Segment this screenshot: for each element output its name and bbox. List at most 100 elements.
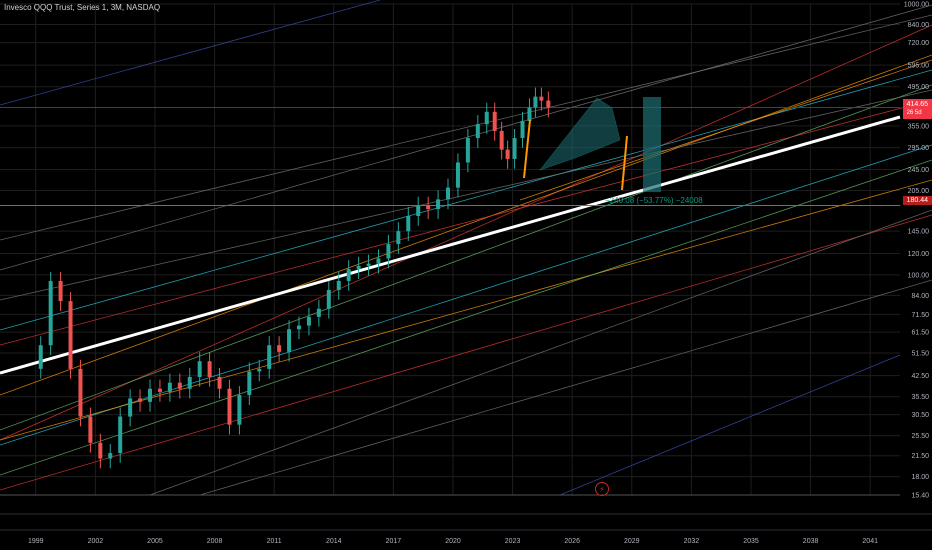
- candle-body: [138, 398, 143, 402]
- candle-body: [277, 345, 282, 352]
- candle-body: [128, 398, 133, 417]
- candle-body: [505, 149, 510, 159]
- candle-body: [475, 124, 480, 139]
- pattern-leg: [523, 119, 531, 179]
- candle-body: [98, 442, 103, 459]
- x-axis: 1999 2002 2005 2008 2011 2014 2017 2020 2023 2026…: [0, 494, 932, 545]
- candle-body: [78, 368, 83, 417]
- y-tick-label: 295.00: [908, 145, 930, 152]
- x-tick-label: 2014: [326, 538, 342, 545]
- trend-line: [559, 354, 901, 496]
- candle-body: [386, 244, 391, 259]
- trend-line: [0, 89, 932, 301]
- trend-line: [0, 24, 932, 441]
- x-tick-label: 2041: [862, 538, 878, 545]
- y-tick-label: 21.50: [911, 453, 929, 460]
- measure-label: −240.08 (−53.77%) −24008: [605, 196, 703, 205]
- trend-line: [0, 179, 932, 441]
- x-tick-label: 2023: [505, 538, 521, 545]
- trend-line: [0, 214, 932, 491]
- current-price-value: 414.65: [906, 101, 928, 108]
- candle-body: [207, 361, 212, 377]
- y-tick-label: 145.00: [908, 229, 930, 236]
- candle-body: [217, 376, 222, 389]
- trend-line: [0, 159, 932, 476]
- trend-line: [0, 4, 932, 271]
- candle-body: [157, 388, 162, 392]
- pattern-shape: [539, 97, 621, 171]
- y-tick-label: 61.50: [911, 330, 929, 337]
- candle-body: [187, 376, 192, 389]
- x-tick-label: 2005: [147, 538, 163, 545]
- y-tick-label: 595.00: [908, 63, 930, 70]
- trend-line: [0, 0, 381, 106]
- x-tick-label: 2032: [684, 538, 700, 545]
- candle-body: [38, 345, 43, 369]
- trend-line: [0, 14, 932, 241]
- candle-body: [396, 231, 401, 245]
- trend-line: [199, 279, 932, 496]
- y-tick-label: 495.00: [908, 84, 930, 91]
- candle-body: [546, 100, 551, 108]
- candle-body: [539, 96, 544, 101]
- x-tick-label: 2011: [267, 538, 282, 545]
- candle-body: [197, 361, 202, 377]
- candle-body: [108, 453, 113, 459]
- y-tick-label: 840.00: [908, 22, 930, 29]
- candle-body: [267, 345, 272, 369]
- y-tick-label: 25.50: [911, 433, 929, 440]
- x-tick-label: 2017: [386, 538, 402, 545]
- y-axis: 1000.00 840.00 720.00 595.00 495.00 355.00 295…: [904, 2, 929, 500]
- candle-body: [148, 388, 152, 402]
- candle-body: [416, 205, 421, 216]
- candle-body: [520, 120, 525, 139]
- trend-line: [0, 69, 932, 331]
- current-price-label: 414.65 26 5d: [902, 99, 932, 119]
- x-tick-label: 2008: [207, 538, 223, 545]
- x-tick-label: 2035: [743, 538, 759, 545]
- x-tick-label: 1999: [28, 538, 44, 545]
- trend-lines: [0, 0, 932, 496]
- trend-line: [149, 209, 932, 496]
- main-trend-line: [0, 115, 901, 375]
- y-tick-label: 84.00: [911, 293, 929, 300]
- flash-icon[interactable]: ⚡: [595, 482, 609, 496]
- y-tick-label: 30.50: [911, 412, 929, 419]
- trend-line: [0, 54, 932, 396]
- candle-body: [287, 329, 292, 352]
- y-tick-label: 355.00: [908, 123, 930, 130]
- y-tick-label: 51.50: [911, 350, 929, 357]
- candle-body: [484, 111, 489, 125]
- candle-body: [316, 308, 321, 317]
- horizontal-levels: [0, 107, 900, 206]
- candle-body: [356, 265, 361, 270]
- level-price-label: 180.44: [902, 196, 932, 205]
- candle-body: [257, 368, 262, 372]
- candle-body: [499, 130, 504, 150]
- y-tick-label: 100.00: [908, 272, 930, 279]
- y-tick-label: 42.50: [911, 373, 929, 380]
- candle-body: [512, 138, 517, 159]
- x-tick-label: 2026: [564, 538, 580, 545]
- candle-body: [297, 325, 302, 330]
- candle-body: [58, 280, 63, 302]
- candle-body: [48, 280, 53, 346]
- chart-title: Invesco QQQ Trust, Series 1, 3M, NASDAQ: [4, 3, 161, 12]
- measure-box: [643, 97, 661, 192]
- candles: [38, 87, 551, 469]
- y-tick-label: 1000.00: [904, 2, 929, 9]
- y-tick-label: 245.00: [908, 167, 930, 174]
- candle-body: [346, 269, 351, 281]
- candle-body: [237, 395, 242, 425]
- trend-line: [0, 99, 932, 346]
- candle-body: [177, 382, 182, 389]
- candle-body: [247, 371, 252, 396]
- trend-line: [0, 144, 932, 446]
- current-price-sub: 26 5d: [906, 110, 922, 116]
- drawings: [523, 97, 661, 192]
- candle-body: [326, 289, 331, 309]
- candle-body: [376, 258, 381, 264]
- candle-body: [306, 316, 311, 326]
- x-tick-label: 2029: [624, 538, 640, 545]
